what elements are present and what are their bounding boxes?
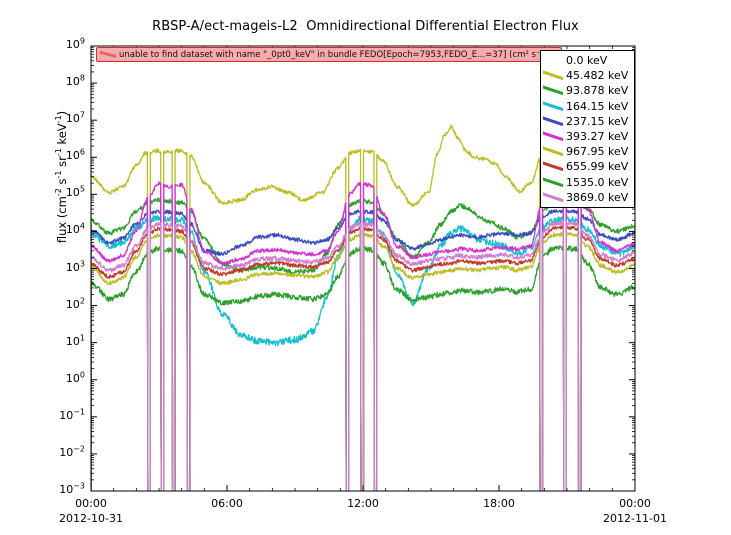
x-tick-label: 12:00 <box>347 497 379 510</box>
legend-item[interactable]: 45.482 keV <box>543 68 631 83</box>
legend-color-swatch <box>543 100 563 112</box>
y-tick-label: 101 <box>65 333 85 348</box>
y-tick-label: 10−2 <box>59 444 85 459</box>
y-tick-label: 10−1 <box>59 407 85 422</box>
legend-color-swatch <box>543 55 563 66</box>
x-tick-label: 06:00 <box>211 497 243 510</box>
y-tick-label: 100 <box>65 370 85 385</box>
y-tick-label: 106 <box>65 147 85 163</box>
series-line <box>91 224 635 491</box>
x-date-label: 2012-11-01 <box>603 512 667 525</box>
warning-text: unable to find dataset with name "_0pt0_… <box>119 49 562 60</box>
legend-item[interactable]: 0.0 keV <box>543 53 631 68</box>
legend-color-swatch <box>543 131 563 143</box>
legend-item-label: 393.27 keV <box>566 130 629 144</box>
legend-color-swatch <box>543 85 563 97</box>
legend-item-label: 655.99 keV <box>566 160 629 174</box>
legend-color-swatch <box>543 161 563 173</box>
y-tick-label: 108 <box>65 73 85 89</box>
legend-item[interactable]: 655.99 keV <box>543 159 631 174</box>
legend-color-swatch <box>543 70 563 82</box>
y-tick-label: 107 <box>65 110 85 126</box>
x-tick-label: 00:00 <box>75 497 107 510</box>
legend-item-label: 0.0 keV <box>566 54 608 68</box>
legend-item[interactable]: 164.15 keV <box>543 99 631 114</box>
legend-item[interactable]: 393.27 keV <box>543 129 631 144</box>
x-tick-label: 18:00 <box>483 497 515 510</box>
warning-banner[interactable]: unable to find dataset with name "_0pt0_… <box>96 47 562 62</box>
series-line <box>91 220 635 491</box>
legend-color-swatch <box>543 146 563 158</box>
page-title: RBSP-A/ect-mageis-L2 Omnidirectional Dif… <box>152 19 579 34</box>
legend-item[interactable]: 3869.0 keV <box>543 190 631 205</box>
series-line <box>91 209 635 491</box>
y-tick-label: 102 <box>65 295 85 311</box>
y-tick-label: 103 <box>65 258 85 274</box>
legend-item-label: 164.15 keV <box>566 99 629 113</box>
legend-item[interactable]: 93.878 keV <box>543 83 631 98</box>
legend-color-swatch <box>543 115 563 127</box>
y-tick-label: 104 <box>65 221 85 237</box>
legend-item[interactable]: 237.15 keV <box>543 114 631 129</box>
series-line <box>91 244 635 491</box>
y-tick-label: 10−3 <box>59 481 85 496</box>
legend-item-label: 237.15 keV <box>566 114 629 128</box>
x-tick-label: 00:00 <box>619 497 651 510</box>
legend-item-label: 967.95 keV <box>566 145 629 159</box>
legend-item-label: 45.482 keV <box>566 69 629 83</box>
legend-color-swatch <box>543 176 563 188</box>
y-tick-label: 109 <box>65 36 85 51</box>
x-date-label: 2012-10-31 <box>59 512 123 525</box>
legend[interactable]: 0.0 keV 45.482 keV 93.878 keV 164.15 keV 237… <box>540 50 635 208</box>
legend-item[interactable]: 967.95 keV <box>543 144 631 159</box>
y-tick-label: 105 <box>65 184 85 200</box>
series-line <box>91 231 635 491</box>
legend-item-label: 3869.0 keV <box>566 190 629 204</box>
legend-item-label: 1535.0 keV <box>566 175 629 189</box>
legend-color-swatch <box>543 191 563 203</box>
legend-item-label: 93.878 keV <box>566 84 629 98</box>
warning-line-swatch <box>100 50 116 59</box>
legend-item[interactable]: 1535.0 keV <box>543 175 631 190</box>
